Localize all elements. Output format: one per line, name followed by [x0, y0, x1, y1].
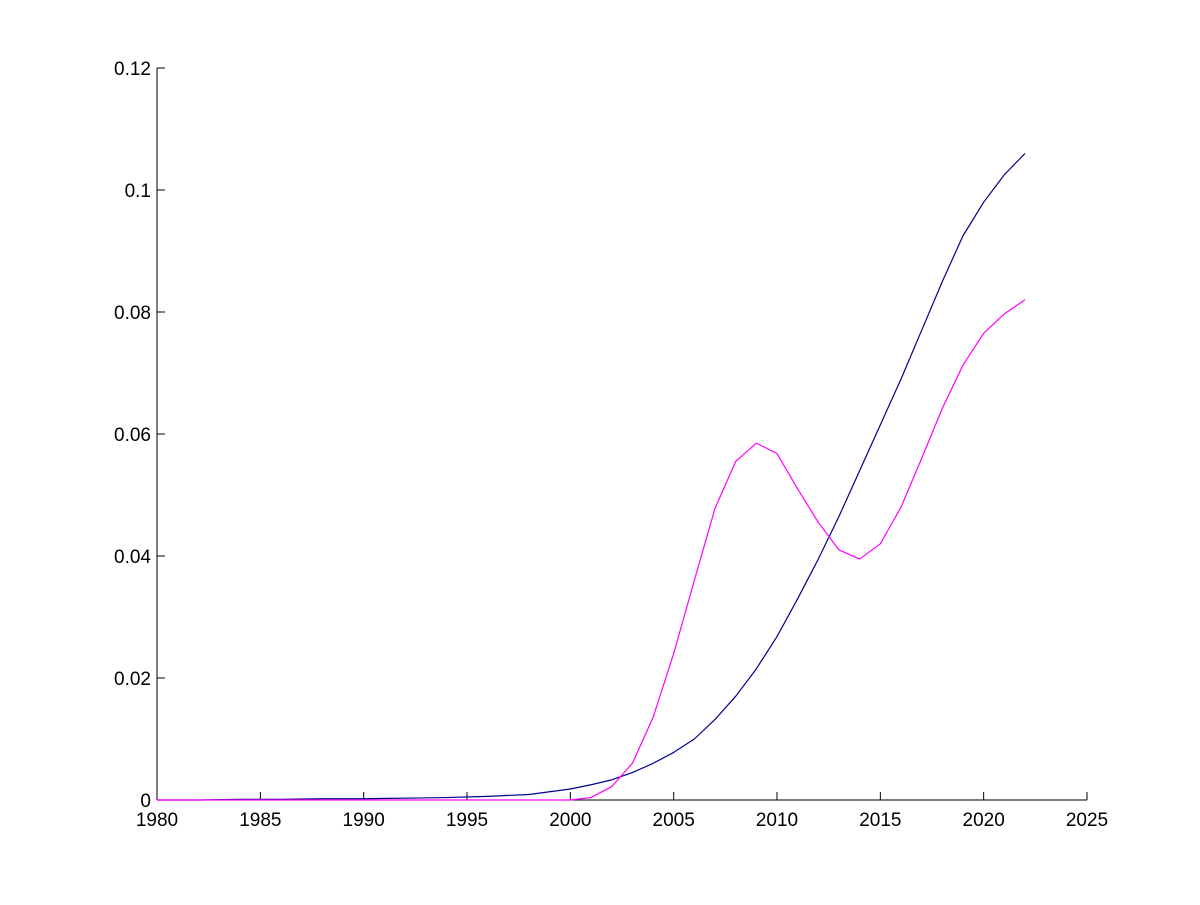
y-tick-label: 0.02	[114, 669, 151, 690]
x-tick-label: 1990	[343, 810, 385, 831]
y-tick-label: 0.1	[125, 181, 151, 202]
axes: 1980 1985 1990 1995 2000 2005 2010 2015 2020 2025…	[114, 59, 1108, 831]
x-tick-label: 1985	[239, 810, 281, 831]
y-tick-label: 0.04	[114, 547, 151, 568]
x-tick-label: 2010	[756, 810, 798, 831]
x-tick-label: 2000	[549, 810, 591, 831]
x-tick-label: 1980	[136, 810, 178, 831]
y-tick-label: 0.08	[114, 303, 151, 324]
y-tick-label: 0.12	[114, 59, 151, 80]
x-tick-label: 1995	[446, 810, 488, 831]
y-tick-label: 0.06	[114, 425, 151, 446]
x-tick-label: 2015	[859, 810, 901, 831]
x-tick-label: 2005	[653, 810, 695, 831]
x-tick-label: 2020	[963, 810, 1005, 831]
series-line-1	[157, 152, 1026, 801]
plot-area	[157, 152, 1026, 801]
series-line-2	[157, 299, 1026, 801]
x-tick-label: 2025	[1066, 810, 1108, 831]
y-tick-label: 0	[140, 791, 151, 812]
